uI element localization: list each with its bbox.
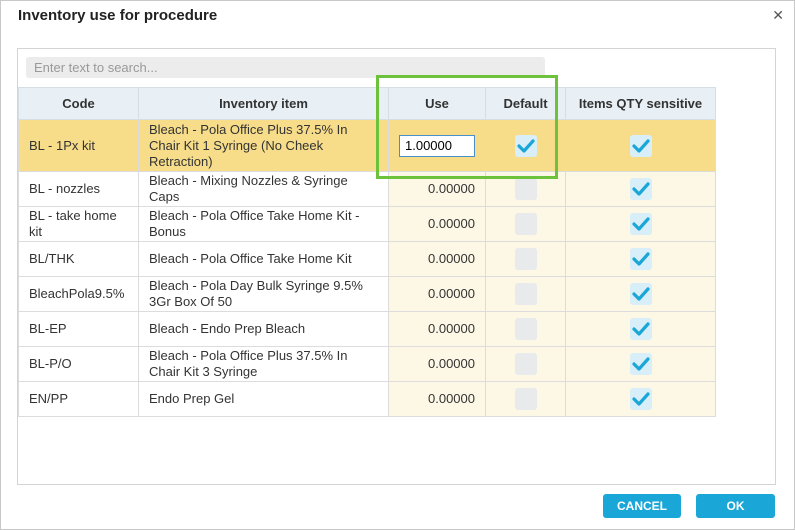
use-cell[interactable] [388, 119, 486, 172]
code-cell: BL-P/O [18, 346, 139, 382]
default-checkbox[interactable] [514, 134, 537, 157]
table-header-row: Code Inventory item Use Default Items QT… [18, 87, 716, 120]
default-checkbox[interactable] [514, 178, 537, 200]
code-cell: BL - nozzles [18, 171, 139, 207]
use-cell[interactable]: 0.00000 [388, 276, 486, 312]
code-cell: BL/THK [18, 241, 139, 277]
default-checkbox[interactable] [514, 353, 537, 375]
inventory-panel: Code Inventory item Use Default Items QT… [17, 48, 776, 485]
qty-sensitive-checkbox[interactable] [629, 213, 652, 235]
default-checkbox[interactable] [514, 388, 537, 410]
qty-sensitive-checkbox[interactable] [629, 283, 652, 305]
table-row[interactable]: BL - take home kit Bleach - Pola Office T… [18, 206, 716, 242]
code-cell: BL - take home kit [18, 206, 139, 242]
default-cell[interactable] [485, 381, 566, 417]
code-cell: BL-EP [18, 311, 139, 347]
table-row[interactable]: BL - 1Px kit Bleach - Pola Office Plus 37… [18, 119, 716, 172]
inventory-item-cell: Bleach - Mixing Nozzles & Syringe Caps [138, 171, 389, 207]
column-header-use[interactable]: Use [388, 87, 486, 120]
use-input[interactable] [399, 134, 475, 157]
default-cell[interactable] [485, 311, 566, 347]
qty-sensitive-cell[interactable] [565, 171, 716, 207]
default-checkbox[interactable] [514, 213, 537, 235]
ok-button[interactable]: OK [696, 494, 775, 518]
qty-sensitive-checkbox[interactable] [629, 178, 652, 200]
code-cell: EN/PP [18, 381, 139, 417]
default-cell[interactable] [485, 276, 566, 312]
column-header-qty-sensitive[interactable]: Items QTY sensitive [565, 87, 716, 120]
table-row[interactable]: EN/PP Endo Prep Gel 0.00000 [18, 381, 716, 417]
use-cell[interactable]: 0.00000 [388, 311, 486, 347]
default-cell[interactable] [485, 171, 566, 207]
table-row[interactable]: BL/THK Bleach - Pola Office Take Home Kit… [18, 241, 716, 277]
table-row[interactable]: BL-P/O Bleach - Pola Office Plus 37.5% In… [18, 346, 716, 382]
qty-sensitive-cell[interactable] [565, 276, 716, 312]
use-cell[interactable]: 0.00000 [388, 206, 486, 242]
qty-sensitive-checkbox[interactable] [629, 134, 652, 157]
use-cell[interactable]: 0.00000 [388, 381, 486, 417]
close-icon[interactable]: ✕ [772, 7, 784, 23]
inventory-item-cell: Bleach - Endo Prep Bleach [138, 311, 389, 347]
qty-sensitive-cell[interactable] [565, 346, 716, 382]
inventory-item-cell: Bleach - Pola Office Take Home Kit [138, 241, 389, 277]
inventory-item-cell: Bleach - Pola Office Plus 37.5% In Chair… [138, 119, 389, 172]
code-cell: BL - 1Px kit [18, 119, 139, 172]
inventory-item-cell: Endo Prep Gel [138, 381, 389, 417]
default-checkbox[interactable] [514, 283, 537, 305]
qty-sensitive-cell[interactable] [565, 311, 716, 347]
default-checkbox[interactable] [514, 318, 537, 340]
default-cell[interactable] [485, 346, 566, 382]
dialog-title: Inventory use for procedure [18, 7, 218, 24]
qty-sensitive-cell[interactable] [565, 381, 716, 417]
inventory-item-cell: Bleach - Pola Day Bulk Syringe 9.5% 3Gr … [138, 276, 389, 312]
code-cell: BleachPola9.5% [18, 276, 139, 312]
qty-sensitive-cell[interactable] [565, 241, 716, 277]
search-input[interactable] [26, 57, 545, 78]
inventory-item-cell: Bleach - Pola Office Plus 37.5% In Chair… [138, 346, 389, 382]
column-header-inventory-item[interactable]: Inventory item [138, 87, 389, 120]
column-header-default[interactable]: Default [485, 87, 566, 120]
qty-sensitive-cell[interactable] [565, 206, 716, 242]
default-cell[interactable] [485, 119, 566, 172]
column-header-code[interactable]: Code [18, 87, 139, 120]
table-row[interactable]: BleachPola9.5% Bleach - Pola Day Bulk Syr… [18, 276, 716, 312]
use-cell[interactable]: 0.00000 [388, 171, 486, 207]
default-cell[interactable] [485, 206, 566, 242]
inventory-table: Code Inventory item Use Default Items QT… [18, 87, 716, 417]
default-cell[interactable] [485, 241, 566, 277]
table-row[interactable]: BL - nozzles Bleach - Mixing Nozzles & Sy… [18, 171, 716, 207]
table-row[interactable]: BL-EP Bleach - Endo Prep Bleach 0.00000 [18, 311, 716, 347]
cancel-button[interactable]: CANCEL [603, 494, 681, 518]
qty-sensitive-checkbox[interactable] [629, 353, 652, 375]
qty-sensitive-checkbox[interactable] [629, 248, 652, 270]
use-cell[interactable]: 0.00000 [388, 346, 486, 382]
qty-sensitive-checkbox[interactable] [629, 388, 652, 410]
qty-sensitive-checkbox[interactable] [629, 318, 652, 340]
use-cell[interactable]: 0.00000 [388, 241, 486, 277]
qty-sensitive-cell[interactable] [565, 119, 716, 172]
inventory-item-cell: Bleach - Pola Office Take Home Kit - Bon… [138, 206, 389, 242]
default-checkbox[interactable] [514, 248, 537, 270]
